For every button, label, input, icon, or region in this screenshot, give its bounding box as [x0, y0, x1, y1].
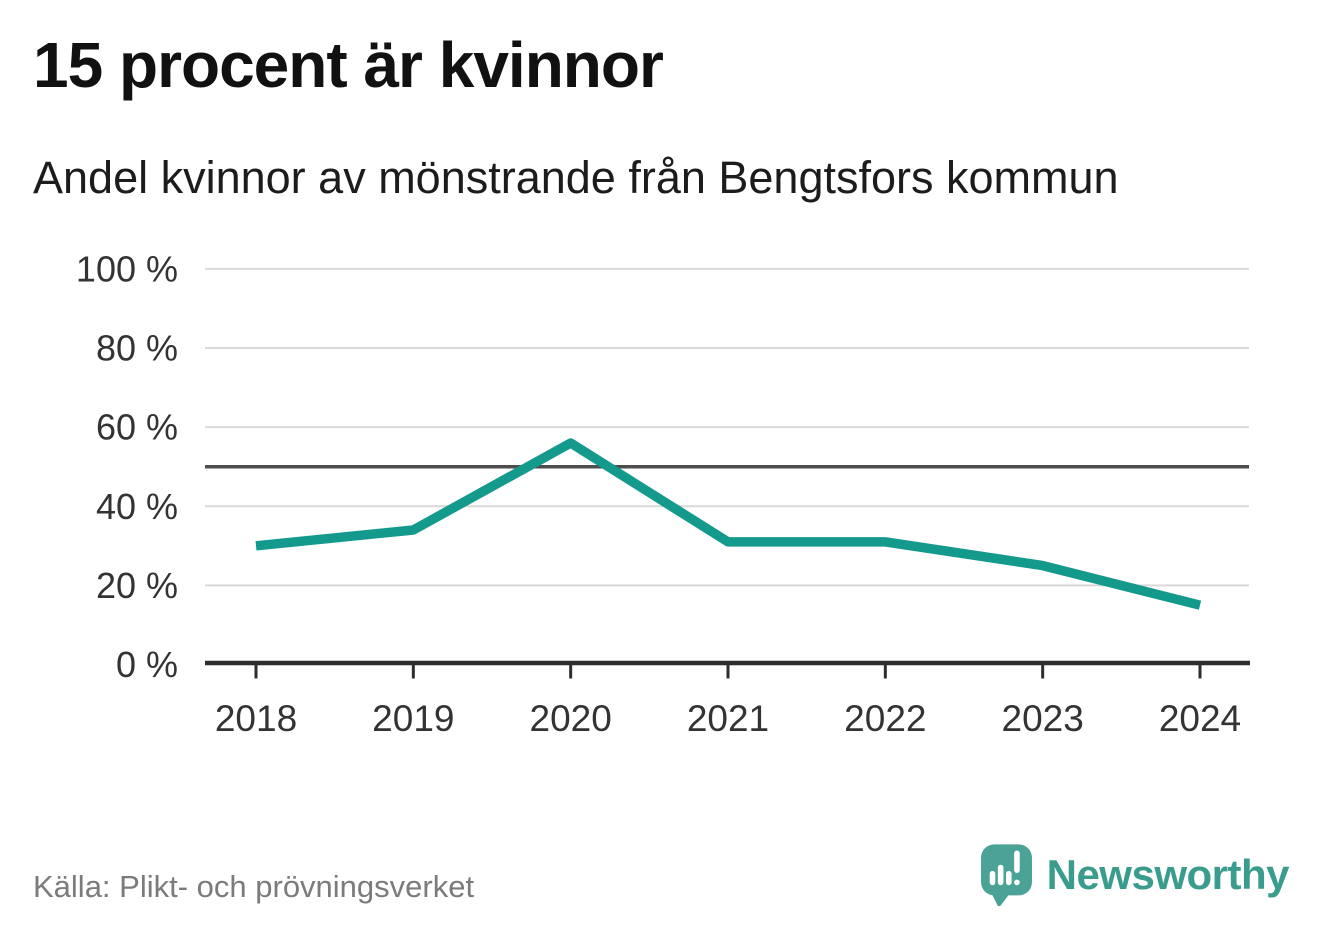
chart-subtitle: Andel kvinnor av mönstrande från Bengtsf…	[33, 152, 1119, 203]
x-axis-tick-label: 2024	[1159, 698, 1241, 739]
y-axis-tick-label: 40 %	[96, 486, 178, 527]
newsworthy-logo-text: Newsworthy	[1046, 851, 1290, 898]
logo-bar-tall	[997, 864, 1004, 886]
y-axis-tick-label: 60 %	[96, 407, 178, 448]
chart-title: 15 procent är kvinnor	[33, 29, 664, 101]
y-axis-tick-label: 0 %	[116, 644, 178, 685]
data-line-andel-kvinnor	[255, 438, 1202, 610]
x-axis-tick-label: 2019	[372, 698, 454, 739]
x-axis-tick-label: 2020	[530, 698, 612, 739]
y-axis-tick-label: 20 %	[96, 565, 178, 606]
newsworthy-logo-icon	[980, 844, 1032, 907]
y-axis-tick-label: 100 %	[76, 249, 178, 290]
logo-bar-short-1	[989, 870, 995, 886]
x-axis-tick-label: 2023	[1002, 698, 1084, 739]
logo-exclamation-stem	[1013, 850, 1020, 873]
x-axis-tick-label: 2022	[844, 698, 926, 739]
x-axis-tick-label: 2018	[215, 698, 297, 739]
y-axis-tick-label: 80 %	[96, 328, 178, 369]
x-axis-tick-label: 2021	[687, 698, 769, 739]
newsworthy-logo: Newsworthy	[980, 843, 1290, 907]
logo-exclamation-dot	[1013, 879, 1020, 886]
logo-bar-short-2	[1005, 870, 1012, 886]
source-note: Källa: Plikt- och prövningsverket	[33, 869, 475, 904]
